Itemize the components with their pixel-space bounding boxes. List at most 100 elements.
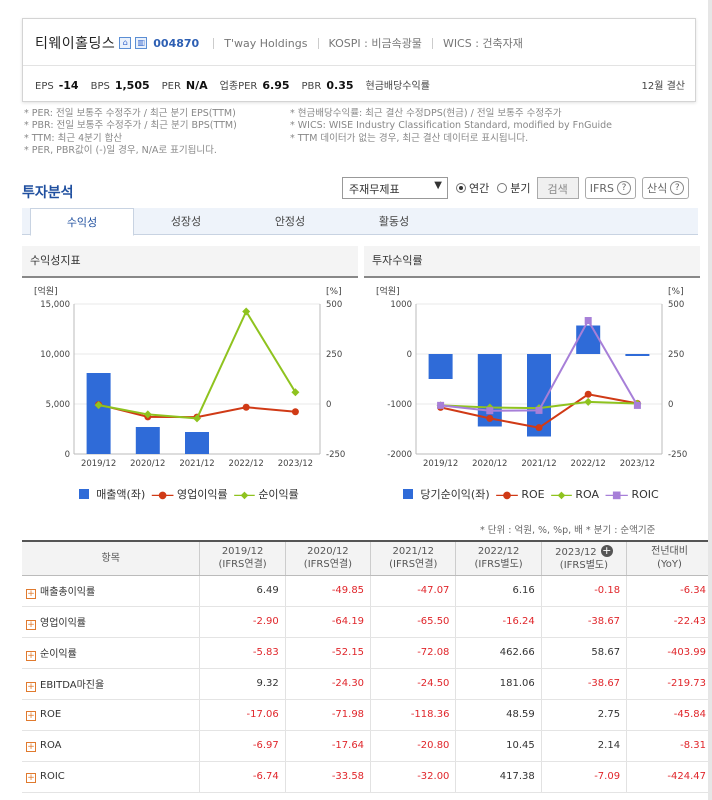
radio-annual-label[interactable]: 연간 (469, 182, 490, 195)
expand-row-icon[interactable]: + (26, 772, 36, 783)
table-body: + 매출총이익률 6.49 -49.85 -47.07 6.16 -0.18 -6.34 + 영업… (22, 575, 712, 793)
return-chart-panel: 투자수익률 [억원] [%] 1000 0 -1000 -2000 500 250 0 -250 2… (364, 246, 700, 506)
ifrs-help-button[interactable]: IFRS? (584, 177, 636, 199)
left-tick-label: 10,000 (40, 350, 70, 360)
divider (213, 37, 215, 49)
data-point[interactable] (291, 388, 300, 397)
legend-item[interactable]: —●— 영업이익률 (151, 488, 229, 501)
right-tick-label: 0 (668, 400, 673, 410)
data-point[interactable] (437, 401, 445, 409)
left-axis-unit: [억원] (34, 285, 58, 297)
metric-label: PER (161, 81, 181, 92)
bar[interactable] (576, 325, 601, 355)
value-cell: -16.24 (455, 606, 542, 638)
data-point[interactable] (242, 307, 251, 316)
data-point[interactable] (584, 390, 592, 398)
help-icon: ? (670, 181, 685, 195)
formula-help-button[interactable]: 산식? (641, 177, 690, 199)
tab-2[interactable]: 성장성 (170, 215, 202, 228)
data-point[interactable] (242, 403, 250, 411)
value-cell: -72.08 (370, 637, 456, 669)
expand-row-icon[interactable]: + (26, 650, 36, 661)
row-label-cell[interactable]: + 영업이익률 (22, 606, 200, 638)
row-label-cell[interactable]: + ROE (22, 699, 200, 731)
row-label-cell[interactable]: + EBITDA마진율 (22, 668, 200, 700)
company-name: 티웨이홀딩스 (35, 36, 116, 52)
bar[interactable] (86, 373, 111, 454)
x-tick-label: 2019/12 (423, 459, 458, 469)
legend-item[interactable]: —◆— ROA (551, 488, 601, 501)
statement-select[interactable]: 주재무제표 ▼ (342, 177, 448, 199)
value-cell: -7.09 (540, 761, 627, 793)
expand-row-icon[interactable]: + (26, 619, 36, 630)
search-button[interactable]: 검색 (536, 177, 579, 199)
data-point[interactable] (291, 408, 299, 416)
scrollbar[interactable] (708, 0, 712, 800)
data-point[interactable] (486, 414, 494, 422)
legend-marker: —◆— (550, 490, 573, 501)
legend-item[interactable]: —◆— 순이익률 (234, 488, 301, 501)
row-label-cell[interactable]: + ROA (22, 730, 200, 762)
table-row: + ROA -6.97 -17.64 -20.80 10.45 2.14 -8.31 (22, 730, 712, 762)
tab-4[interactable]: 활동성 (378, 215, 410, 228)
row-label-cell[interactable]: + ROIC (22, 761, 200, 793)
metric-label: PBR (301, 81, 322, 92)
formula-label: 산식 (646, 182, 668, 195)
data-point[interactable] (584, 317, 592, 325)
legend-item[interactable]: —●— ROE (496, 488, 547, 501)
value-cell: -45.84 (626, 699, 712, 731)
table-row: + ROE -17.06 -71.98 -118.36 48.59 2.75 -45.84 (22, 699, 712, 731)
legend-label: 영업이익률 (177, 488, 228, 501)
note-line: * PER, PBR값이 (-)일 경우, N/A로 표기됩니다. (24, 145, 217, 157)
row-label: EBITDA마진율 (40, 679, 105, 691)
chart-title: 투자수익률 (364, 246, 700, 278)
value-cell: 6.49 (199, 575, 286, 607)
bar[interactable] (428, 354, 453, 379)
left-tick-label: -2000 (387, 450, 412, 460)
tab-1[interactable]: 수익성 (30, 208, 134, 236)
tab-3[interactable]: 안정성 (274, 215, 306, 228)
bar[interactable] (185, 432, 209, 454)
row-label-cell[interactable]: + 순이익률 (22, 637, 200, 669)
data-point[interactable] (633, 401, 641, 409)
table-row: + ROIC -6.74 -33.58 -32.00 417.38 -7.09 -424.47 (22, 761, 712, 793)
radio-quarter[interactable] (497, 183, 508, 193)
legend-item[interactable]: 매출액(좌) (79, 488, 147, 501)
note-line: * PBR: 전일 보통주 수정주가 / 최근 분기 BPS(TTM) (24, 120, 237, 132)
legend-label: 순이익률 (258, 488, 299, 501)
radio-annual[interactable] (456, 183, 466, 193)
x-tick-label: 2023/12 (620, 459, 655, 469)
ifrs-label: IFRS (589, 181, 614, 195)
bar[interactable] (477, 354, 502, 427)
x-tick-label: 2020/12 (472, 459, 507, 469)
expand-row-icon[interactable]: + (26, 588, 36, 599)
data-point[interactable] (535, 424, 543, 432)
legend-marker: —■— (604, 490, 629, 501)
home-icon[interactable]: ⌂ (119, 37, 132, 49)
building-icon[interactable]: ▥ (135, 37, 148, 49)
bar[interactable] (135, 427, 160, 454)
data-point[interactable] (94, 401, 103, 410)
table-row: + 순이익률 -5.83 -52.15 -72.08 462.66 58.67 -403.99 (22, 637, 712, 669)
data-point[interactable] (535, 406, 543, 414)
data-point[interactable] (193, 414, 201, 423)
data-point[interactable] (584, 397, 593, 406)
value-cell: 48.59 (455, 699, 542, 731)
data-point[interactable] (486, 407, 494, 415)
radio-quarter-label[interactable]: 분기 (510, 182, 531, 195)
row-label-cell[interactable]: + 매출총이익률 (22, 575, 200, 607)
left-tick-label: 1000 (390, 300, 412, 310)
company-summary-box: 티웨이홀딩스 ⌂ ▥ 004870 T'way Holdings KOSPI :… (22, 18, 696, 102)
help-icon: ? (616, 181, 631, 195)
left-tick-label: 15,000 (40, 300, 70, 310)
bar[interactable] (625, 354, 650, 356)
legend-item[interactable]: —■— ROIC (605, 488, 661, 501)
data-point[interactable] (143, 410, 152, 419)
value-cell: -0.18 (540, 575, 627, 607)
metric-label: BPS (90, 81, 110, 92)
expand-row-icon[interactable]: + (26, 710, 36, 721)
expand-row-icon[interactable]: + (26, 681, 36, 692)
expand-row-icon[interactable]: + (26, 741, 36, 752)
legend-item[interactable]: 당기순이익(좌) (403, 488, 491, 501)
expand-columns-icon[interactable]: + (600, 543, 613, 557)
